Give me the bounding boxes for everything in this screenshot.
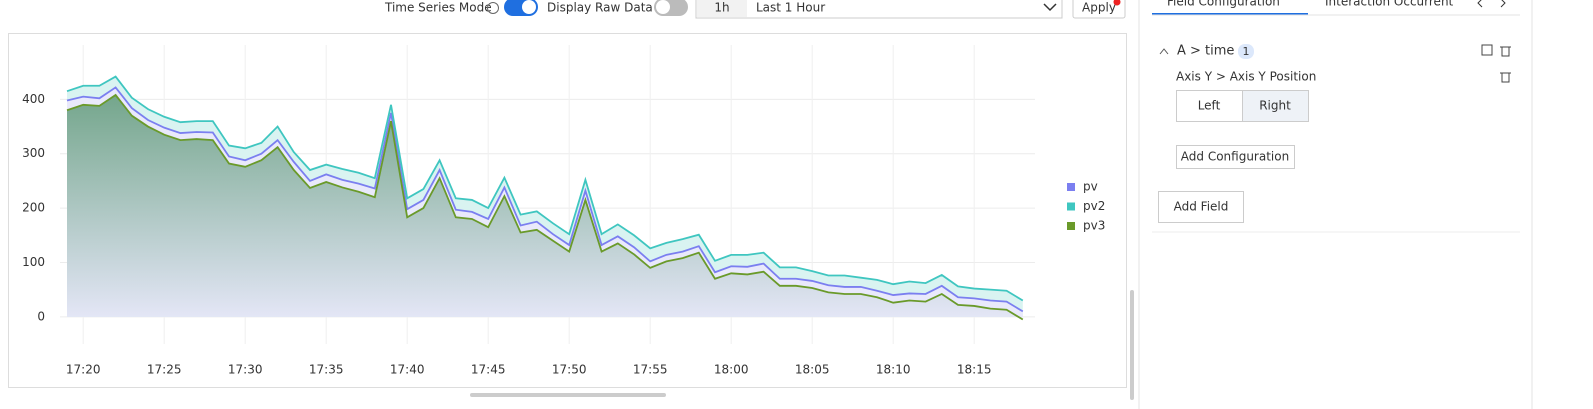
option-label: Left	[1198, 99, 1221, 113]
scrollbar[interactable]	[470, 393, 666, 397]
legend-label: pv3	[1083, 219, 1105, 233]
y-tick-label: 100	[22, 255, 45, 269]
add-config-button[interactable]	[1176, 145, 1295, 169]
x-tick-label: 17:50	[552, 363, 587, 377]
time-picker[interactable]	[695, 0, 1063, 19]
legend-swatch	[1067, 183, 1075, 191]
edit-icon[interactable]	[1481, 44, 1493, 56]
x-tick-label: 18:05	[795, 363, 830, 377]
range-label: Last 1 Hour	[756, 1, 825, 15]
option-label: Right	[1259, 99, 1291, 113]
toggle-label: Time Series Mode	[384, 1, 492, 15]
y-tick-label: 400	[22, 92, 45, 106]
tab-active[interactable]: Field Configuration	[1167, 0, 1280, 9]
field-title: A > time	[1177, 44, 1234, 59]
x-tick-label: 17:40	[390, 363, 425, 377]
range-badge	[697, 0, 747, 17]
scrollbar[interactable]	[1130, 290, 1134, 400]
apply-label: Apply	[1082, 1, 1116, 15]
delete-icon[interactable]	[1500, 46, 1511, 57]
add-field-label: Add Field	[1174, 200, 1229, 214]
option-button[interactable]	[1176, 90, 1243, 122]
y-tick-label: 300	[22, 146, 45, 160]
option-button-selected[interactable]	[1242, 90, 1309, 122]
toggle-knob	[522, 0, 536, 14]
y-tick-label: 200	[22, 201, 45, 215]
x-tick-label: 17:55	[633, 363, 668, 377]
line	[66, 93, 1024, 321]
collapse-icon[interactable]	[1159, 48, 1169, 55]
count: 1	[1243, 45, 1250, 58]
x-tick-label: 18:10	[876, 363, 911, 377]
toggle-label: Display Raw Data	[547, 1, 653, 15]
area	[67, 95, 1023, 320]
line	[66, 86, 1024, 313]
x-tick-label: 18:15	[957, 363, 992, 377]
x-tick-label: 18:00	[714, 363, 749, 377]
x-tick-label: 17:25	[147, 363, 182, 377]
add-config-label: Add Configuration	[1181, 150, 1289, 164]
add-field-button[interactable]	[1158, 191, 1244, 223]
legend-swatch	[1067, 202, 1075, 211]
toggle-knob	[656, 0, 670, 14]
dropdown-arrow	[1043, 3, 1057, 12]
x-tick-label: 17:30	[228, 363, 263, 377]
badge-dot	[1113, 0, 1121, 6]
x-tick-label: 17:45	[471, 363, 506, 377]
x-tick-label: 17:35	[309, 363, 344, 377]
line	[66, 75, 1024, 302]
help-icon[interactable]	[487, 2, 499, 14]
legend-label: pv	[1083, 180, 1098, 194]
tab[interactable]: Interaction Occurrent	[1325, 0, 1454, 9]
x-tick-label: 17:20	[66, 363, 101, 377]
y-tick-label: 0	[37, 309, 45, 323]
legend-swatch	[1067, 222, 1075, 230]
count-badge	[1238, 44, 1254, 59]
apply-button[interactable]	[1072, 0, 1126, 19]
delete-icon[interactable]	[1500, 72, 1511, 83]
tab-nav[interactable]	[1477, 0, 1506, 8]
setting-label: Axis Y > Axis Y Position	[1176, 70, 1316, 84]
range-short: 1h	[714, 1, 729, 15]
legend-label: pv2	[1083, 199, 1105, 213]
